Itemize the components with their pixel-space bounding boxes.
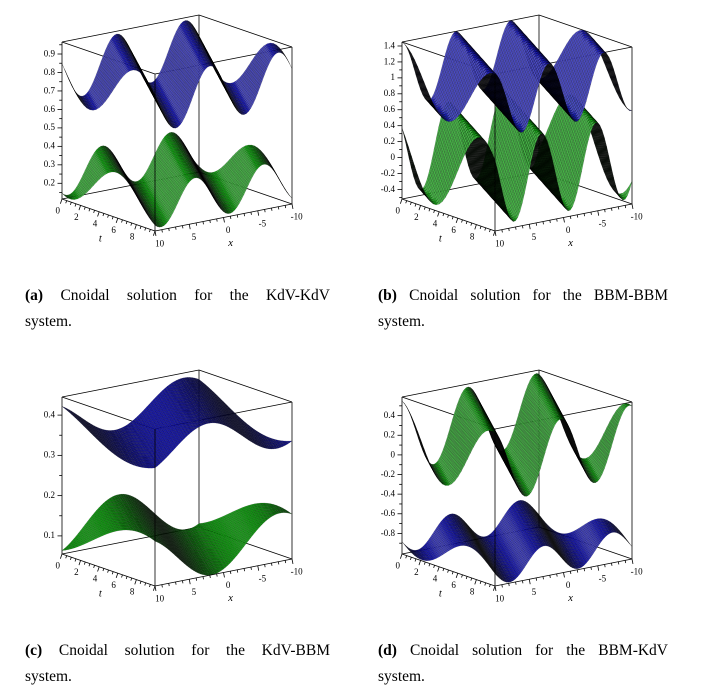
caption-panel-a: (a) Cnoidal solution for the KdV-KdV sys… xyxy=(25,283,330,335)
caption-line1: (d) Cnoidal solution for the BBM-KdV xyxy=(378,638,668,664)
caption-line2: system. xyxy=(25,668,72,685)
caption-label-d: (d) xyxy=(378,642,397,659)
caption-line2: system. xyxy=(378,668,425,685)
surface-plot-b xyxy=(350,0,700,272)
caption-text-c: Cnoidal solution for the KdV-BBM xyxy=(58,642,330,659)
caption-text-a: Cnoidal solution for the KdV-KdV xyxy=(60,287,330,304)
caption-panel-b: (b) Cnoidal solution for the BBM-BBM sys… xyxy=(378,283,668,335)
caption-text-b: Cnoidal solution for the BBM-BBM xyxy=(409,287,668,304)
surface-plot-d xyxy=(350,355,700,627)
surface-plot-a xyxy=(10,0,360,272)
caption-text-d: Cnoidal solution for the BBM-KdV xyxy=(410,642,668,659)
caption-panel-d: (d) Cnoidal solution for the BBM-KdV sys… xyxy=(378,638,668,690)
caption-line1: (c) Cnoidal solution for the KdV-BBM xyxy=(25,638,330,664)
caption-line2: system. xyxy=(25,313,72,330)
caption-label-a: (a) xyxy=(25,287,44,304)
caption-line1: (b) Cnoidal solution for the BBM-BBM xyxy=(378,283,668,309)
caption-panel-c: (c) Cnoidal solution for the KdV-BBM sys… xyxy=(25,638,330,690)
caption-label-b: (b) xyxy=(378,287,397,304)
caption-line2: system. xyxy=(378,313,425,330)
caption-line1: (a) Cnoidal solution for the KdV-KdV xyxy=(25,283,330,309)
caption-label-c: (c) xyxy=(25,642,43,659)
surface-plot-c xyxy=(10,355,360,627)
